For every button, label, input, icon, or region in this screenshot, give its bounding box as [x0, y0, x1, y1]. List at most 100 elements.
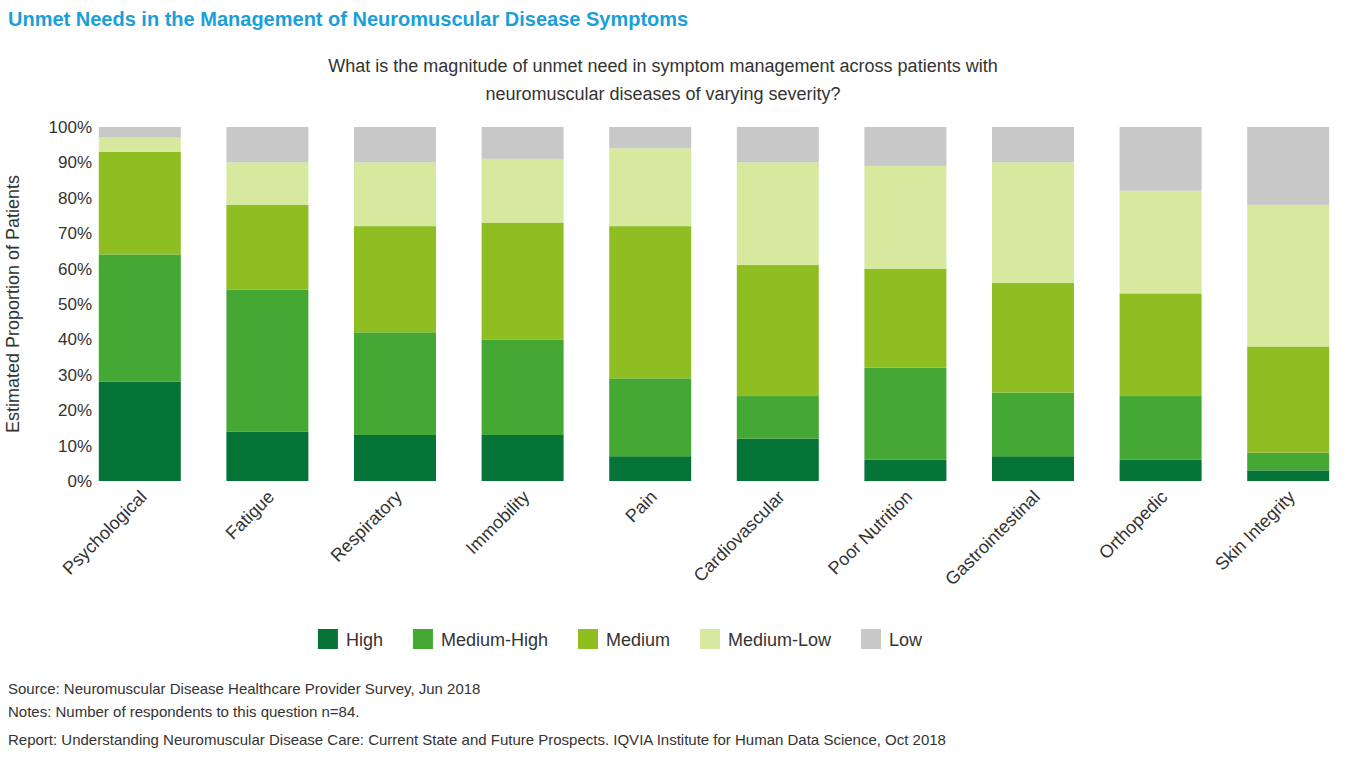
footnote: Report: Understanding Neuromuscular Dise… [8, 731, 946, 748]
legend-swatch [578, 629, 598, 649]
bar-segment [482, 127, 564, 159]
bar-segment [992, 393, 1074, 457]
bar-segment [99, 138, 181, 152]
bar-segment [1247, 205, 1329, 347]
bar-segment [992, 283, 1074, 393]
y-tick [94, 268, 98, 269]
x-tick-label: Orthopedic [1095, 487, 1171, 563]
y-tick [94, 127, 98, 128]
bar-segment [864, 127, 946, 166]
y-tick [94, 162, 98, 163]
y-tick-label: 20% [58, 401, 92, 420]
y-tick-label: 100% [49, 118, 92, 137]
y-tick-label: 50% [58, 295, 92, 314]
x-tick-label: Cardiovascular [690, 487, 789, 586]
bar-segment [354, 332, 436, 435]
y-tick [94, 374, 98, 375]
bar-segment [226, 205, 308, 290]
y-tick-label: 0% [67, 472, 92, 491]
x-tick-label: Psychological [59, 487, 151, 579]
y-tick-label: 80% [58, 189, 92, 208]
bar-segment [99, 254, 181, 381]
x-tick-label: Respiratory [327, 487, 406, 566]
bar-segment [1120, 460, 1202, 481]
bar-segment [354, 435, 436, 481]
bar-segment [609, 226, 691, 378]
bar-segment [226, 431, 308, 481]
bar-segment [1247, 453, 1329, 471]
title: Unmet Needs in the Management of Neuromu… [8, 8, 688, 30]
bar-segment [609, 148, 691, 226]
bar-segment [864, 368, 946, 460]
y-tick [94, 481, 98, 482]
bar-segment [1247, 127, 1329, 205]
legend-label: High [346, 630, 383, 650]
bar-segment [737, 162, 819, 265]
legend-label: Low [889, 630, 923, 650]
y-tick-label: 30% [58, 366, 92, 385]
y-axis-label: Estimated Proportion of Patients [3, 175, 23, 433]
legend-label: Medium-High [441, 630, 548, 650]
bar-segment [864, 269, 946, 368]
bar-segment [737, 265, 819, 396]
legend-swatch [700, 629, 720, 649]
y-tick [94, 233, 98, 234]
legend-swatch [318, 629, 338, 649]
bar-segment [354, 162, 436, 226]
bar-segment [482, 159, 564, 223]
bar-segment [992, 456, 1074, 481]
subtitle: What is the magnitude of unmet need in s… [283, 52, 1043, 108]
bar-segment [354, 127, 436, 162]
bar-segment [482, 223, 564, 340]
bar-segment [864, 460, 946, 481]
bar-segment [1120, 191, 1202, 294]
legend-label: Medium-Low [728, 630, 832, 650]
footnote: Notes: Number of respondents to this que… [8, 703, 359, 720]
y-tick [94, 197, 98, 198]
y-tick [94, 339, 98, 340]
bar-segment [737, 396, 819, 438]
bar-segment [1247, 470, 1329, 481]
bar-segment [737, 439, 819, 481]
x-tick-label: Pain [621, 487, 661, 527]
x-tick-label: Gastrointestinal [941, 487, 1044, 590]
bar-segment [99, 152, 181, 255]
bar-segment [864, 166, 946, 269]
bar-segment [1247, 346, 1329, 452]
bar-segment [1120, 396, 1202, 460]
bar-segment [609, 127, 691, 148]
bar-segment [226, 290, 308, 432]
x-axis: Psychological Fatigue Respiratory Immobilit… [59, 487, 1299, 590]
bars [99, 127, 1329, 481]
bar-segment [99, 382, 181, 481]
y-tick-label: 60% [58, 260, 92, 279]
legend-swatch [861, 629, 881, 649]
legend: High Medium-High Medium Medium-Low Low [318, 629, 923, 650]
bar-segment [226, 127, 308, 162]
y-tick [94, 445, 98, 446]
footnote: Source: Neuromuscular Disease Healthcare… [8, 680, 480, 697]
legend-swatch [413, 629, 433, 649]
y-tick-label: 40% [58, 330, 92, 349]
y-tick [94, 410, 98, 411]
x-tick-label: Skin Integrity [1211, 487, 1299, 575]
bar-segment [482, 435, 564, 481]
bar-segment [1120, 127, 1202, 191]
bar-segment [99, 127, 181, 138]
y-tick-label: 90% [58, 153, 92, 172]
bar-segment [609, 378, 691, 456]
legend-label: Medium [606, 630, 670, 650]
chart: Unmet Needs in the Management of Neuromu… [0, 0, 1352, 763]
bar-segment [1120, 293, 1202, 396]
bar-segment [609, 456, 691, 481]
x-tick-label: Immobility [462, 487, 533, 558]
bar-segment [226, 162, 308, 204]
bar-segment [354, 226, 436, 332]
y-axis: 0%10%20%30%40%50%60%70%80%90%100% [49, 118, 98, 491]
bar-segment [992, 127, 1074, 162]
x-tick-label: Fatigue [222, 487, 279, 544]
bar-segment [992, 162, 1074, 282]
y-tick [94, 304, 98, 305]
x-tick-label: Poor Nutrition [824, 487, 916, 579]
bar-segment [482, 339, 564, 435]
